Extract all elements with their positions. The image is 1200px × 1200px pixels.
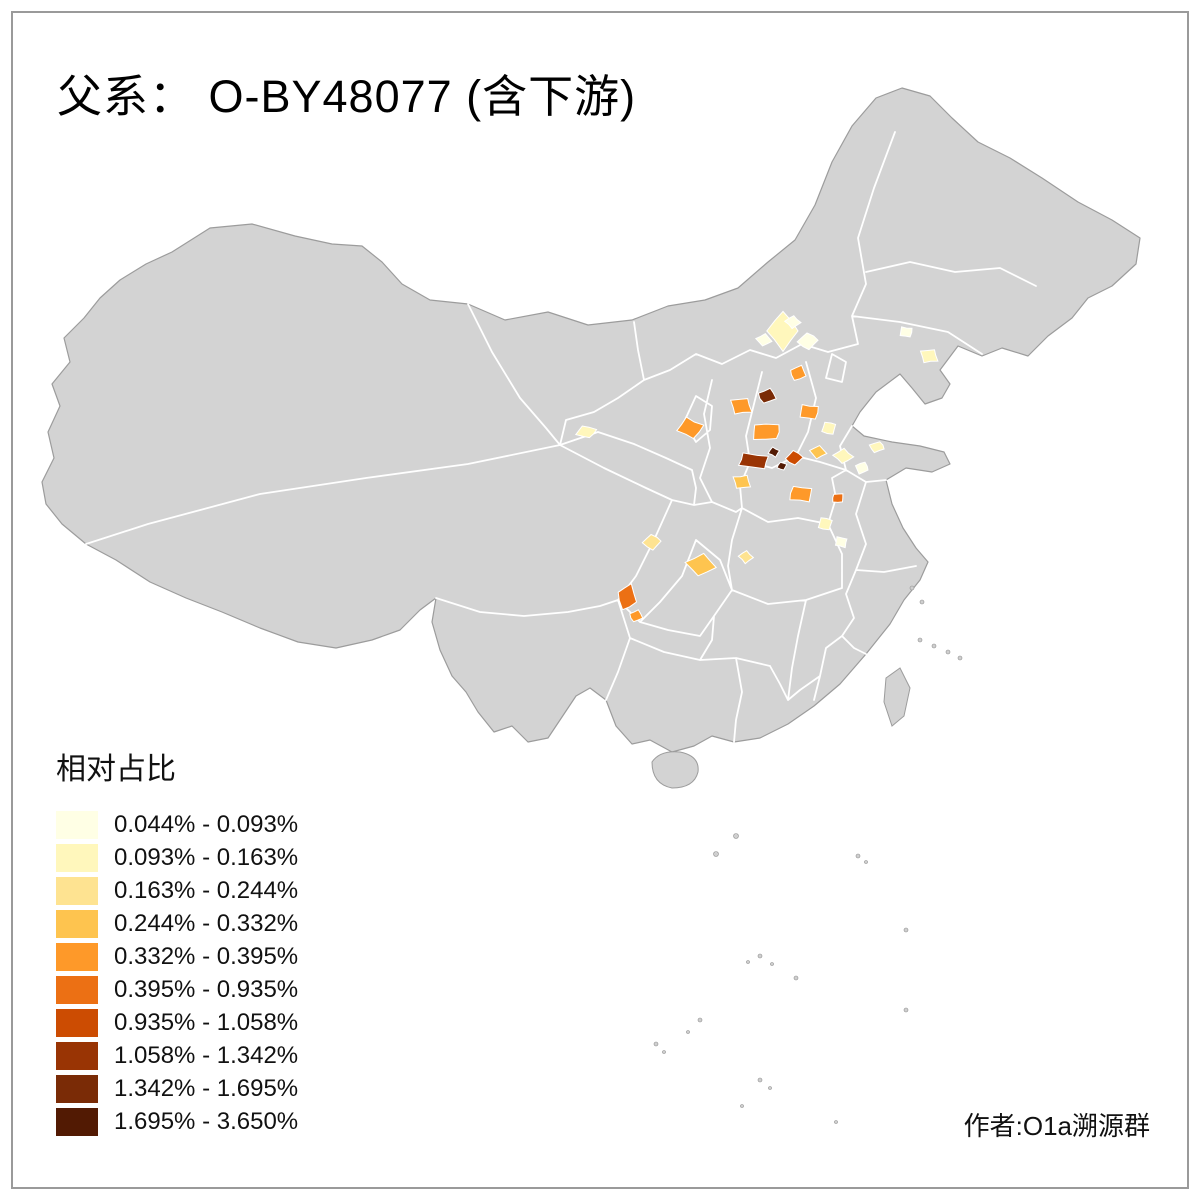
prefecture-region <box>737 550 755 565</box>
legend-swatch-rect <box>56 1074 98 1103</box>
legend-swatch-rect <box>56 810 98 839</box>
prefecture-region <box>834 536 848 549</box>
legend-item: 0.935% - 1.058% <box>56 1006 298 1039</box>
prefecture-region <box>832 493 844 503</box>
prefecture-region <box>737 452 769 470</box>
mainland-outline <box>41 87 1141 753</box>
legend-label: 0.395% - 0.935% <box>114 975 299 1003</box>
legend-swatch <box>56 810 98 839</box>
prefecture-region <box>817 517 833 531</box>
highlighted-prefectures <box>574 310 939 623</box>
prefecture-region <box>754 332 773 347</box>
page-title: 父系： O-BY48077 (含下游) <box>57 71 637 122</box>
prefecture-region <box>784 449 804 466</box>
legend: 相对占比 0.044% - 0.093% 0.093% - 0.163% 0.1… <box>56 744 298 1138</box>
legend-item: 0.093% - 0.163% <box>56 841 298 874</box>
legend-swatch-rect <box>56 975 98 1004</box>
legend-title: 相对占比 <box>56 753 176 786</box>
legend-swatch <box>56 1074 98 1103</box>
legend-swatch-rect <box>56 1041 98 1070</box>
legend-swatch-rect <box>56 843 98 872</box>
prefecture-region <box>732 474 752 489</box>
legend-label: 0.044% - 0.093% <box>114 810 299 838</box>
prefecture-region <box>790 364 807 381</box>
legend-label: 1.342% - 1.695% <box>114 1074 299 1102</box>
legend-swatch-rect <box>56 876 98 905</box>
legend-swatch <box>56 843 98 872</box>
prefecture-region <box>684 552 718 577</box>
legend-swatch <box>56 876 98 905</box>
legend-item: 1.342% - 1.695% <box>56 1072 298 1105</box>
legend-label: 0.332% - 0.395% <box>114 942 299 970</box>
prefecture-region <box>574 425 598 439</box>
legend-label: 1.058% - 1.342% <box>114 1041 299 1069</box>
legend-swatch <box>56 975 98 1004</box>
legend-swatch-rect <box>56 1107 98 1136</box>
prefecture-region <box>821 421 837 435</box>
prefecture-region <box>789 485 813 503</box>
legend-swatch-rect <box>56 909 98 938</box>
prefecture-region <box>799 403 819 420</box>
islands <box>651 667 911 789</box>
legend-swatch <box>56 942 98 971</box>
prefecture-region <box>676 416 705 440</box>
legend-label: 0.244% - 0.332% <box>114 909 299 937</box>
legend-swatch <box>56 1008 98 1037</box>
prefecture-region <box>753 423 780 441</box>
prefecture-region <box>641 533 662 551</box>
taiwan-island <box>883 667 911 727</box>
prefecture-region <box>868 441 885 454</box>
legend-swatch-rect <box>56 942 98 971</box>
legend-item: 0.163% - 0.244% <box>56 874 298 907</box>
legend-item: 1.058% - 1.342% <box>56 1039 298 1072</box>
legend-label: 1.695% - 3.650% <box>114 1107 299 1135</box>
legend-label: 0.163% - 0.244% <box>114 876 299 904</box>
hainan-island <box>651 751 699 789</box>
legend-label: 0.093% - 0.163% <box>114 843 299 871</box>
legend-swatch-rect <box>56 1008 98 1037</box>
legend-item: 0.395% - 0.935% <box>56 973 298 1006</box>
prefecture-region <box>899 326 913 338</box>
legend-item: 0.044% - 0.093% <box>56 808 298 841</box>
prefecture-region <box>919 349 939 364</box>
prefecture-region <box>776 461 788 471</box>
prefecture-region <box>808 444 828 460</box>
author-credit: 作者:O1a溯源群 <box>963 1111 1150 1141</box>
prefecture-region <box>729 398 753 415</box>
south-china-sea-islets <box>653 585 963 1124</box>
prefecture-region <box>783 315 802 330</box>
prefecture-region <box>831 447 855 465</box>
prefecture-region <box>854 461 869 475</box>
legend-swatch <box>56 1041 98 1070</box>
legend-label: 0.935% - 1.058% <box>114 1008 299 1036</box>
legend-swatch <box>56 909 98 938</box>
prefecture-region <box>796 332 819 351</box>
prefecture-region <box>617 582 638 611</box>
legend-item: 0.332% - 0.395% <box>56 940 298 973</box>
prefecture-region <box>629 609 644 623</box>
province-borders <box>85 131 1037 743</box>
legend-item: 1.695% - 3.650% <box>56 1105 298 1138</box>
legend-swatch <box>56 1107 98 1136</box>
legend-item: 0.244% - 0.332% <box>56 907 298 940</box>
prefecture-region <box>767 446 781 458</box>
prefecture-region <box>757 387 777 404</box>
